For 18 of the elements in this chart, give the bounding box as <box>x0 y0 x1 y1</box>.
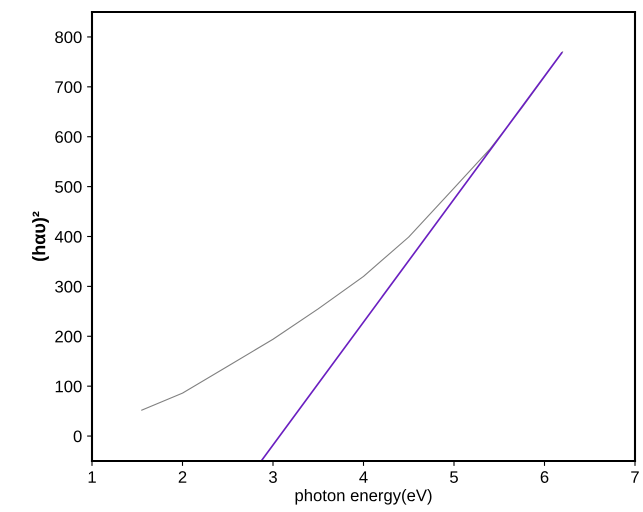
y-tick-label: 500 <box>55 181 82 193</box>
x-tick-label: 7 <box>631 471 639 483</box>
y-tick-label: 700 <box>55 81 82 94</box>
x-tick-label: 6 <box>540 471 548 483</box>
x-tick-label: 4 <box>359 471 368 483</box>
y-tick-label: 600 <box>55 131 82 143</box>
x-tick-label: 3 <box>269 471 277 483</box>
x-axis-title: photon energy(eV) <box>296 489 432 505</box>
y-tick-label: 0 <box>74 430 82 442</box>
y-tick-label: 200 <box>55 330 82 342</box>
y-axis-title: (hαυ)² <box>32 212 49 261</box>
y-tick-label: 300 <box>55 280 82 293</box>
x-tick-label: 5 <box>450 471 458 483</box>
x-tick-label: 1 <box>88 471 96 483</box>
y-tick-label: 800 <box>55 31 82 44</box>
y-tick-label: 100 <box>56 380 82 392</box>
y-tick-label: 400 <box>54 230 82 243</box>
x-tick-label: 2 <box>178 471 186 483</box>
